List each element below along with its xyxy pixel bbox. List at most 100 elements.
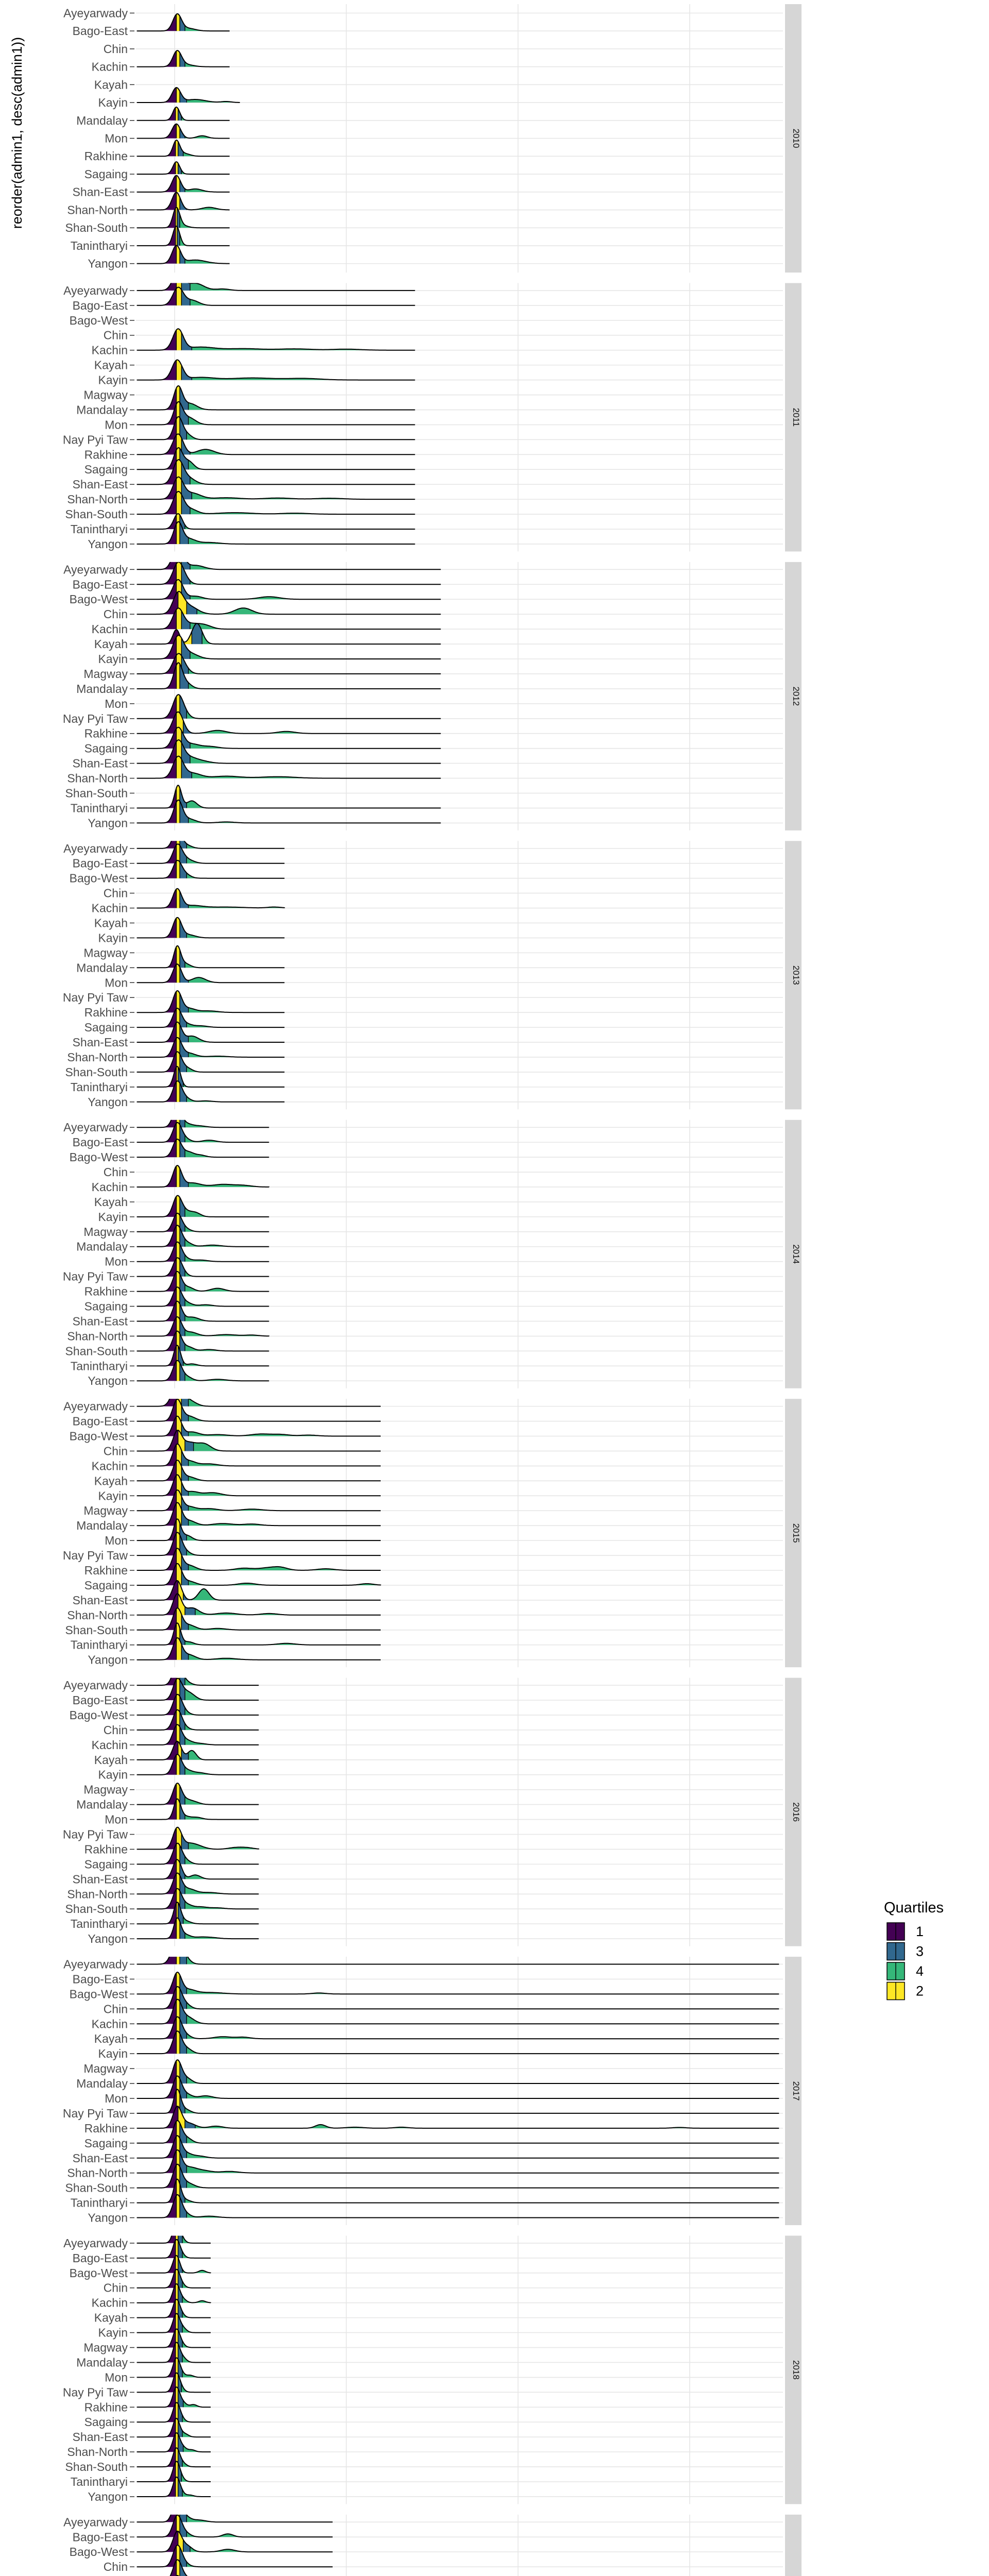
region-label: Shan-South <box>65 507 128 521</box>
ridge-fill-quartile <box>180 1274 185 1292</box>
ridge-fill-quartile <box>188 1432 381 1436</box>
ridge-fill-quartile <box>185 1284 269 1292</box>
facet-strip-label: 2013 <box>791 965 801 985</box>
ridge-outline <box>137 1563 381 1586</box>
region-label: Shan-South <box>65 1344 128 1358</box>
ridge-fill-quartile <box>137 841 177 849</box>
ridge-outline <box>137 1122 269 1143</box>
region-label: Kayin <box>98 652 128 666</box>
region-label: Shan-East <box>73 1036 128 1049</box>
ridge-fill-quartile <box>186 2151 779 2158</box>
region-label: Yangon <box>88 1932 128 1945</box>
ridge-outline <box>137 739 441 764</box>
ridge-outline <box>137 1783 259 1805</box>
ridge-fill-quartile <box>185 1315 269 1321</box>
ridge-fill-quartile <box>175 207 177 228</box>
ridge-fill-quartile <box>186 873 285 878</box>
ridge-fill-quartile <box>181 1554 189 1570</box>
ridge-2010-Shan-East <box>137 175 230 193</box>
ridge-fill-quartile <box>137 1623 177 1645</box>
ridge-fill-quartile <box>137 713 177 734</box>
ridge-2014-Shan-South <box>137 1330 269 1352</box>
ridge-fill-quartile <box>176 360 182 380</box>
region-label: Kayin <box>98 2047 128 2060</box>
ridge-fill-quartile <box>197 608 441 615</box>
ridge-outline <box>137 87 240 103</box>
ridge-outline <box>137 755 441 779</box>
ridge-outline <box>137 513 415 530</box>
ridge-2014-Tanintharyi <box>137 1345 269 1367</box>
ridge-2016-Tanintharyi <box>137 1902 259 1925</box>
ridge-outline <box>137 2089 779 2114</box>
ridge-fill-quartile <box>137 1022 177 1042</box>
ridge-outline <box>137 2417 211 2438</box>
region-label: Shan-South <box>65 1902 128 1916</box>
ridge-fill-quartile <box>188 1052 285 1057</box>
ridge-fill-quartile <box>137 2343 176 2363</box>
ridge-fill-quartile <box>176 50 180 67</box>
ridge-2019-Bago-West <box>137 2531 333 2553</box>
ridge-fill-quartile <box>180 1120 185 1128</box>
ridge-fill-quartile <box>137 1710 177 1730</box>
ridge-2017-Kayin <box>137 2030 779 2055</box>
ridge-2012-Shan-North <box>137 755 441 779</box>
ridge-fill-quartile <box>178 2235 182 2243</box>
ridge-fill-quartile <box>137 2330 176 2348</box>
facet-strip-background <box>785 2235 802 2504</box>
ridge-fill-quartile <box>186 2180 779 2188</box>
ridge-fill-quartile <box>192 1588 381 1600</box>
region-label: Mon <box>105 132 128 145</box>
ridge-fill-quartile <box>181 1399 189 1406</box>
ridge-outline <box>137 225 230 246</box>
ridge-fill-quartile <box>176 844 180 863</box>
region-label: Bago-East <box>73 2530 128 2544</box>
ridge-fill-quartile <box>137 523 177 544</box>
ridge-fill-quartile <box>137 1695 177 1715</box>
ridge-fill-quartile <box>137 2031 177 2054</box>
ridge-fill-quartile <box>176 888 180 908</box>
ridge-fill-quartile <box>176 1724 180 1745</box>
region-label: Rakhine <box>84 2122 128 2135</box>
ridge-fill-quartile <box>183 1082 285 1087</box>
region-label: Ayeyarwady <box>63 284 128 297</box>
region-label: Mon <box>105 418 128 431</box>
ridge-fill-quartile <box>183 2445 211 2452</box>
facet-strip-background <box>785 1677 802 1946</box>
ridge-outline <box>137 2432 211 2453</box>
ridge-fill-quartile <box>190 651 441 659</box>
ridge-2013-Kayin <box>137 917 285 939</box>
ridge-outline <box>137 1917 259 1940</box>
ridge-fill-quartile <box>137 2018 177 2039</box>
region-label: Yangon <box>88 816 128 829</box>
ridge-2013-Ayeyarwady <box>137 841 285 849</box>
region-label: Magway <box>83 1504 128 1517</box>
ridge-fill-quartile <box>175 2255 178 2273</box>
region-label: Tanintharyi <box>71 522 128 536</box>
ridge-fill-quartile <box>137 283 177 291</box>
facet-2014: AyeyarwadyBago-EastBago-WestChinKachinKa… <box>63 1120 802 1388</box>
ridge-fill-quartile <box>180 862 187 878</box>
ridge-fill-quartile <box>185 1270 269 1277</box>
ridge-fill-quartile <box>176 1081 180 1102</box>
region-label: Kayah <box>94 2032 128 2045</box>
ridge-fill-quartile <box>176 964 180 983</box>
ridge-2016-Kayin <box>137 1754 259 1775</box>
ridge-fill-quartile <box>137 1873 177 1894</box>
region-label: Mon <box>105 697 128 710</box>
ridge-fill-quartile <box>137 788 177 808</box>
ridges-2011 <box>137 283 415 545</box>
ridge-fill-quartile <box>181 1482 189 1496</box>
ridge-fill-quartile <box>178 2449 182 2467</box>
region-label: Bago-East <box>73 1136 128 1149</box>
ridge-2017-Shan-East <box>137 2135 779 2159</box>
region-label: Bago-West <box>70 592 128 606</box>
ridge-fill-quartile <box>176 1918 180 1939</box>
region-label: Shan-East <box>73 185 128 199</box>
ridge-2018-Ayeyarwady <box>137 2235 211 2244</box>
ridge-2013-Mandalay <box>137 945 285 969</box>
region-label: Kachin <box>92 1459 128 1472</box>
ridge-outline <box>137 2514 333 2523</box>
ridge-2016-Bago-East <box>137 1677 259 1701</box>
ridge-outline <box>137 175 230 193</box>
